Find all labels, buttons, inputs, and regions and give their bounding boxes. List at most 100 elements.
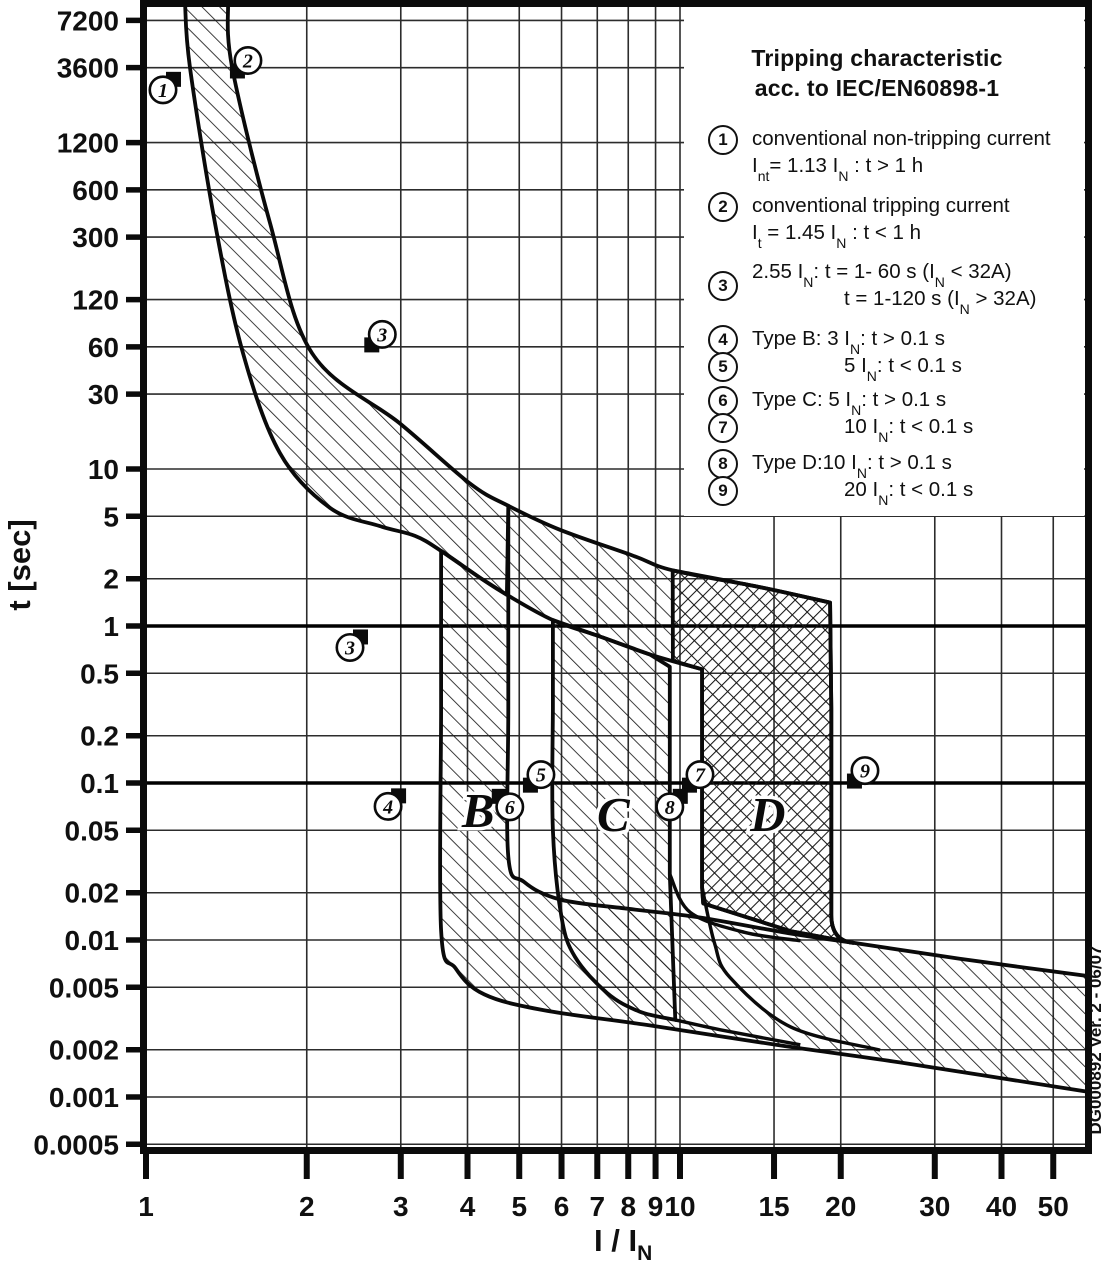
- legend-box: Tripping characteristic acc. to IEC/EN60…: [684, 7, 1084, 516]
- legend-item-text: Type D:10 IN: t > 0.1 s: [752, 451, 952, 482]
- marker-number: 3: [344, 637, 355, 659]
- y-tick-label: 0.02: [65, 878, 120, 909]
- y-tick-label: 0.002: [49, 1035, 119, 1066]
- x-tick-label: 8: [620, 1191, 636, 1222]
- x-tick-label: 6: [554, 1191, 570, 1222]
- y-tick-label: 1: [103, 611, 119, 642]
- y-tick-label: 0.01: [65, 925, 120, 956]
- characteristic-bands: [183, 3, 1089, 1094]
- marker-circle: [495, 792, 525, 822]
- y-tick-label: 0.05: [65, 815, 120, 846]
- annotation-marker-5: 5: [522, 760, 556, 793]
- legend-item-text: 2.55 IN: t = 1- 60 s (IN < 32A): [752, 260, 1012, 291]
- band-merge-curve-2: [700, 887, 881, 1052]
- legend-item-text: 5 IN: t < 0.1 s: [844, 354, 962, 385]
- legend-item-number: 6: [708, 386, 738, 416]
- y-tick-label: 5: [103, 501, 119, 532]
- y-tick-label: 1200: [57, 128, 119, 159]
- marker-number: 4: [382, 796, 393, 818]
- marker-circle: [373, 791, 403, 821]
- x-tick-label: 20: [825, 1191, 856, 1222]
- marker-circle: [655, 792, 685, 822]
- legend-title: Tripping characteristic acc. to IEC/EN60…: [684, 43, 1070, 103]
- legend-item-9: 9 20 IN: t < 0.1 s: [708, 476, 974, 509]
- axes: 7200360012006003001206030105210.50.20.10…: [2, 5, 1069, 1265]
- annotation-marker-9: 9: [846, 756, 880, 789]
- x-tick-label: 9: [648, 1191, 664, 1222]
- legend-item-7: 7 10 IN: t < 0.1 s: [708, 413, 974, 446]
- legend-item-number: 7: [708, 413, 738, 443]
- legend-item-4: 4 Type B: 3 IN: t > 0.1 s: [708, 325, 946, 358]
- y-tick-label: 60: [88, 332, 119, 363]
- legend-title-line1: Tripping characteristic: [751, 45, 1003, 71]
- y-tick-label: 10: [88, 454, 119, 485]
- marker-number: 5: [536, 765, 546, 787]
- x-tick-label: 7: [589, 1191, 605, 1222]
- y-tick-label: 120: [72, 285, 119, 316]
- type-c-band: [550, 618, 678, 1022]
- y-tick-label: 0.005: [49, 972, 119, 1003]
- x-tick-label: 50: [1038, 1191, 1069, 1222]
- marker-circle: [367, 319, 397, 349]
- x-tick-label: 15: [758, 1191, 789, 1222]
- y-tick-label: 2: [103, 564, 119, 595]
- document-reference-note: DG000892 Ver. 2 - 06/07: [1086, 945, 1105, 1134]
- legend-item-2: 2 conventional tripping current It = 1.45 …: [708, 192, 1010, 252]
- legend-item-5: 5 5 IN: t < 0.1 s: [708, 352, 962, 385]
- y-tick-label: 3600: [57, 53, 119, 84]
- x-tick-label: 4: [460, 1191, 476, 1222]
- x-tick-label: 2: [299, 1191, 315, 1222]
- annotation-marker-3: 3: [335, 629, 368, 662]
- legend-item-number: 2: [708, 192, 738, 222]
- y-tick-label: 0.001: [49, 1082, 119, 1113]
- legend-item-6: 6 Type C: 5 IN: t > 0.1 s: [708, 386, 946, 417]
- legend-item-3: 3 2.55 IN: t = 1- 60 s (IN < 32A) t = 1-12…: [708, 258, 1037, 318]
- y-tick-label: 0.2: [80, 721, 119, 752]
- marker-number: 9: [860, 761, 870, 783]
- legend-item-number: 1: [708, 125, 738, 155]
- x-tick-label: 30: [919, 1191, 950, 1222]
- marker-number: 7: [695, 765, 706, 787]
- y-tick-label: 300: [72, 222, 119, 253]
- legend-item-text: It = 1.45 IN : t < 1 h: [752, 221, 922, 252]
- legend-item-number: 4: [708, 325, 738, 355]
- x-tick-label: 10: [664, 1191, 695, 1222]
- legend-item-1: 1 conventional non-tripping current Int= 1…: [708, 125, 1051, 185]
- y-tick-label: 0.1: [80, 768, 119, 799]
- legend-item-8: 8 Type D:10 IN: t > 0.1 s: [708, 449, 952, 482]
- type-d-band: [670, 568, 856, 945]
- annotation-marker-1: 1: [148, 71, 181, 105]
- legend-item-text: t = 1-120 s (IN > 32A): [844, 287, 1037, 318]
- marker-circle: [526, 760, 556, 790]
- legend-item-text: 20 IN: t < 0.1 s: [844, 478, 974, 509]
- legend-item-number: 8: [708, 449, 738, 479]
- plot-frame: [140, 0, 1092, 1154]
- x-axis-title: I / IN: [594, 1223, 652, 1265]
- y-tick-label: 0.5: [80, 658, 119, 689]
- band-letter-C: C: [597, 787, 631, 842]
- legend-item-text: Type B: 3 IN: t > 0.1 s: [752, 327, 946, 358]
- legend-item-text: 10 IN: t < 0.1 s: [844, 415, 974, 446]
- legend-item-text: Int= 1.13 IN : t > 1 h: [752, 154, 924, 185]
- x-tick-label: 5: [511, 1191, 527, 1222]
- legend-item-text: conventional tripping current: [752, 194, 1010, 217]
- legend-title-line2: acc. to IEC/EN60898-1: [754, 75, 1000, 101]
- legend-item-number: 9: [708, 476, 738, 506]
- marker-circle: [685, 760, 715, 790]
- marker-number: 8: [665, 797, 675, 819]
- marker-circle: [335, 632, 365, 662]
- band-letter-D: D: [749, 787, 785, 842]
- annotation-marker-3: 3: [364, 319, 397, 353]
- x-tick-label: 1: [138, 1191, 154, 1222]
- annotation-marker-2: 2: [229, 45, 263, 79]
- y-tick-label: 30: [88, 379, 119, 410]
- annotation-marker-8: 8: [655, 788, 688, 822]
- y-tick-label: 0.0005: [33, 1129, 119, 1160]
- marker-circle: [850, 756, 880, 786]
- x-tick-label: 40: [986, 1191, 1017, 1222]
- marker-number: 2: [242, 50, 253, 72]
- marker-number: 3: [376, 324, 387, 346]
- annotation-marker-6: 6: [491, 788, 525, 822]
- x-tick-label: 3: [393, 1191, 409, 1222]
